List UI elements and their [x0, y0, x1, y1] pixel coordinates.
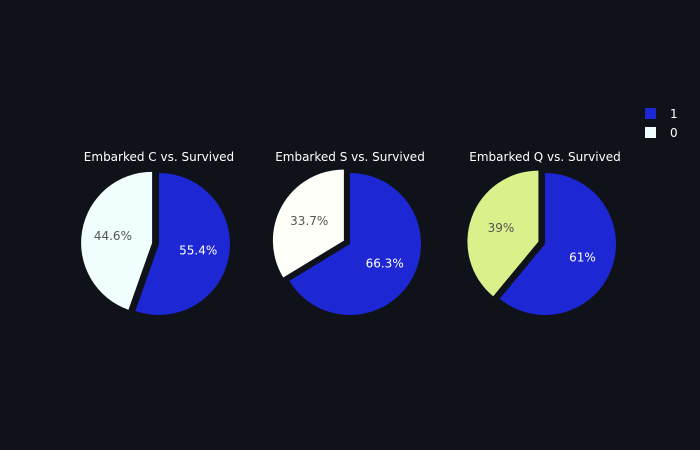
pie-chart-3: Embarked Q vs. Survived 61% 39% — [467, 150, 621, 315]
pie-chart-1: Embarked C vs. Survived 55.4% 44.6% — [81, 150, 234, 315]
slice-label: 55.4% — [179, 244, 217, 258]
slice-label: 39% — [488, 221, 515, 235]
slice-label: 44.6% — [94, 229, 132, 243]
pie-slice-1[interactable] — [499, 173, 616, 315]
pie-slice-1[interactable] — [135, 173, 231, 315]
pie-slice-1[interactable] — [289, 173, 421, 316]
slice-label: 66.3% — [366, 256, 404, 270]
legend-swatch — [645, 108, 656, 119]
pie-slice-0[interactable] — [81, 171, 153, 310]
pie-slice-0[interactable] — [272, 169, 344, 278]
pie-title: Embarked S vs. Survived — [275, 150, 425, 164]
pie-slice-0[interactable] — [467, 170, 539, 297]
legend-label: 0 — [670, 126, 678, 140]
pie-title: Embarked C vs. Survived — [84, 150, 234, 164]
legend-swatch — [645, 127, 656, 138]
legend: 10 — [645, 107, 678, 140]
pie-title: Embarked Q vs. Survived — [469, 150, 620, 164]
legend-item-0[interactable]: 0 — [645, 126, 678, 140]
legend-item-1[interactable]: 1 — [645, 107, 678, 121]
pie-chart-2: Embarked S vs. Survived 66.3% 33.7% — [272, 150, 425, 316]
legend-label: 1 — [670, 107, 678, 121]
slice-label: 33.7% — [290, 214, 328, 228]
slice-label: 61% — [569, 250, 596, 264]
